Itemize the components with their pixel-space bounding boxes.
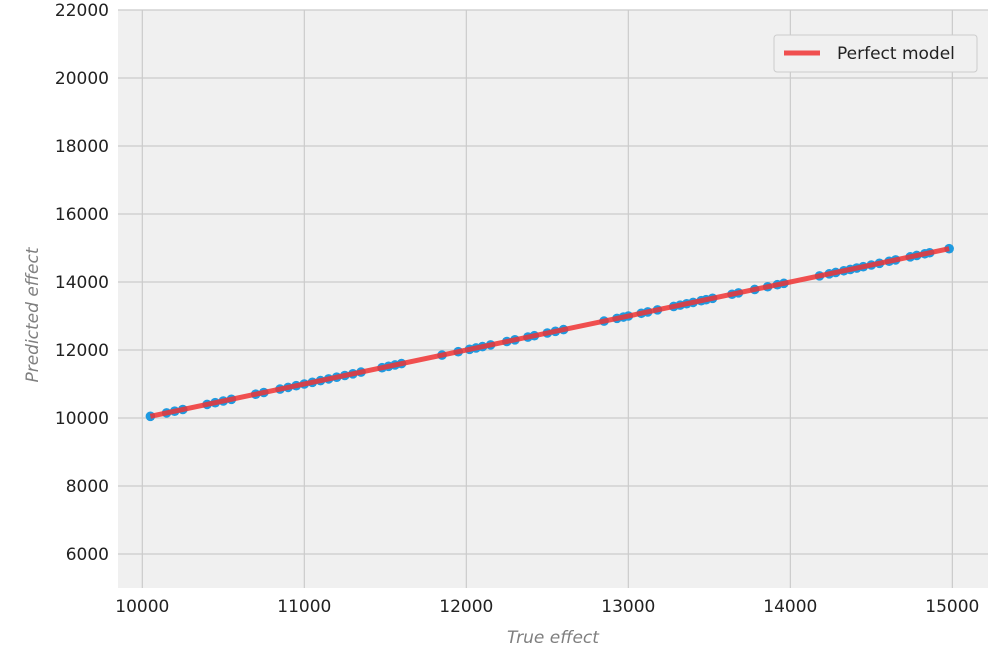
series-lines <box>149 246 950 419</box>
x-tick-label: 10000 <box>115 597 169 617</box>
x-tick-label: 12000 <box>439 597 493 617</box>
y-tick-label: 10000 <box>55 409 109 429</box>
y-tick-label: 18000 <box>55 137 109 157</box>
y-tick-label: 16000 <box>55 205 109 225</box>
series-line-perfect-model <box>149 246 950 419</box>
x-axis-label: True effect <box>507 628 600 648</box>
x-tick-label: 11000 <box>277 597 331 617</box>
x-tick-label: 14000 <box>763 597 817 617</box>
y-tick-label: 22000 <box>55 1 109 21</box>
y-tick-label: 8000 <box>66 477 109 497</box>
y-tick-label: 20000 <box>55 69 109 89</box>
legend: Perfect model <box>773 34 978 73</box>
y-tick-labels: 6000 8000 10000 12000 14000 16000 18000 20000 22… <box>55 1 109 565</box>
y-tick-label: 12000 <box>55 341 109 361</box>
x-tick-label: 13000 <box>601 597 655 617</box>
plot-area <box>118 10 988 588</box>
y-axis-label: Predicted effect <box>23 246 43 382</box>
y-tick-label: 6000 <box>66 545 109 565</box>
grid-lines <box>118 9 988 588</box>
legend-label-perfect-model: Perfect model <box>837 44 955 64</box>
x-tick-labels: 10000 11000 12000 13000 14000 15000 <box>115 597 979 617</box>
y-tick-label: 14000 <box>55 273 109 293</box>
x-tick-label: 15000 <box>925 597 979 617</box>
legend-box <box>773 34 978 73</box>
